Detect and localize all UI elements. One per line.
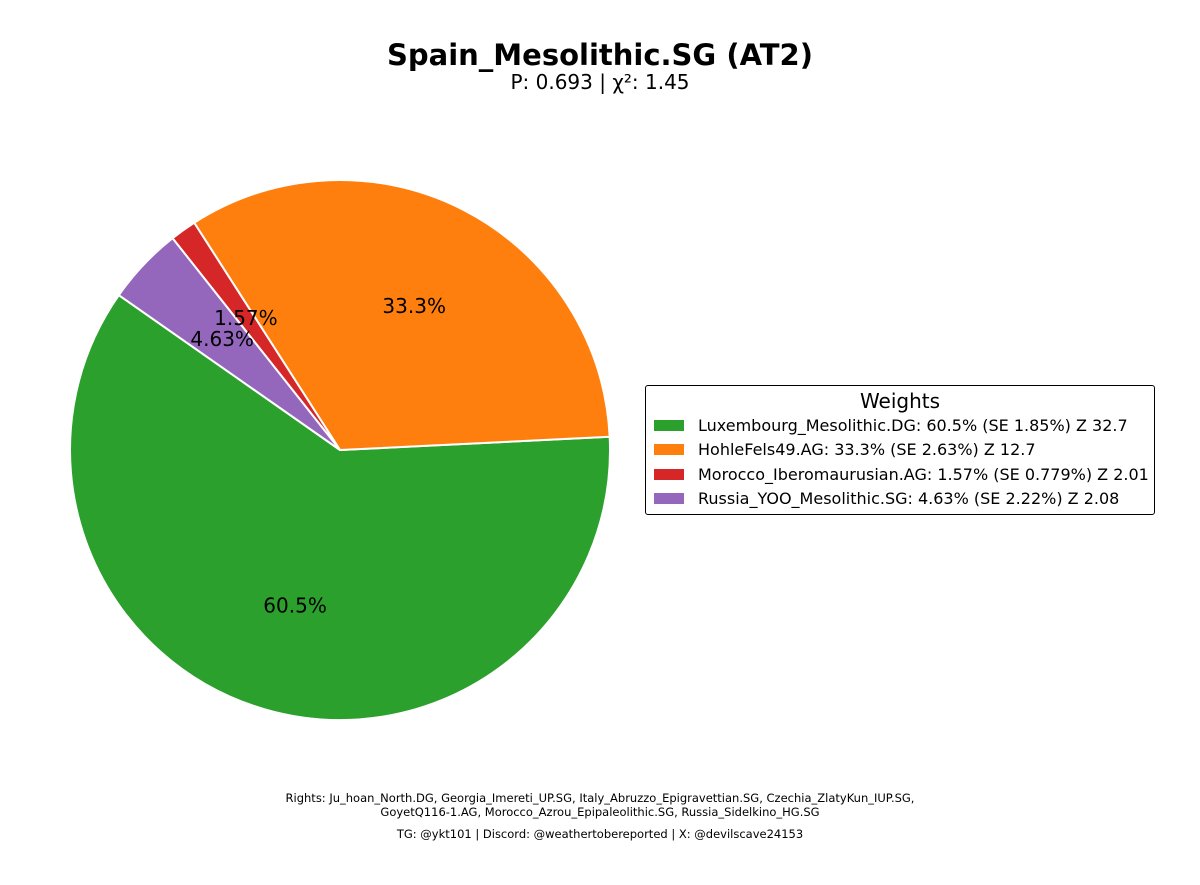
pie-pct-label-3: 4.63% [190,327,254,351]
legend-label: HohleFels49.AG: 33.3% (SE 2.63%) Z 12.7 [698,440,1036,460]
rights-footer: Rights: Ju_hoan_North.DG, Georgia_Imeret… [0,791,1200,819]
legend-swatch-morocco [654,468,684,480]
pie-slice-0 [69,294,611,721]
pie-pct-label-2: 1.57% [214,306,278,330]
pie-slices [69,179,611,721]
rights-line-1: Rights: Ju_hoan_North.DG, Georgia_Imeret… [285,791,915,805]
pie-labels: 60.5% 33.3% 1.57%4.63% [190,294,446,618]
legend-swatch-russia [654,493,684,505]
pie-slice-3 [117,237,341,451]
legend-swatch-hohlefels [654,444,684,456]
legend-item: Morocco_Iberomaurusian.AG: 1.57% (SE 0.7… [646,462,1154,487]
legend-label: Russia_YOO_Mesolithic.SG: 4.63% (SE 2.22… [698,489,1120,509]
contact-footer: TG: @ykt101 | Discord: @weathertoberepor… [396,827,804,841]
legend-label: Luxembourg_Mesolithic.DG: 60.5% (SE 1.85… [698,415,1128,435]
legend-title: Weights [859,389,941,413]
pie-pct-label-0: 60.5% [263,594,327,618]
legend: Weights Luxembourg_Mesolithic.DG: 60.5% … [645,385,1155,515]
legend-item: HohleFels49.AG: 33.3% (SE 2.63%) Z 12.7 [646,438,1154,463]
legend-swatch-luxembourg [654,419,684,431]
pie-pct-label-1: 33.3% [382,294,446,318]
chart-subtitle: P: 0.693 | χ²: 1.45 [510,70,690,94]
pie-slice-1 [193,179,611,451]
chart-title: Spain_Mesolithic.SG (AT2) [387,38,813,72]
legend-item: Russia_YOO_Mesolithic.SG: 4.63% (SE 2.22… [646,487,1154,512]
legend-label: Morocco_Iberomaurusian.AG: 1.57% (SE 0.7… [698,464,1149,484]
legend-item: Luxembourg_Mesolithic.DG: 60.5% (SE 1.85… [646,413,1154,438]
rights-line-2: GoyetQ116-1.AG, Morocco_Azrou_Epipaleoli… [380,805,820,819]
